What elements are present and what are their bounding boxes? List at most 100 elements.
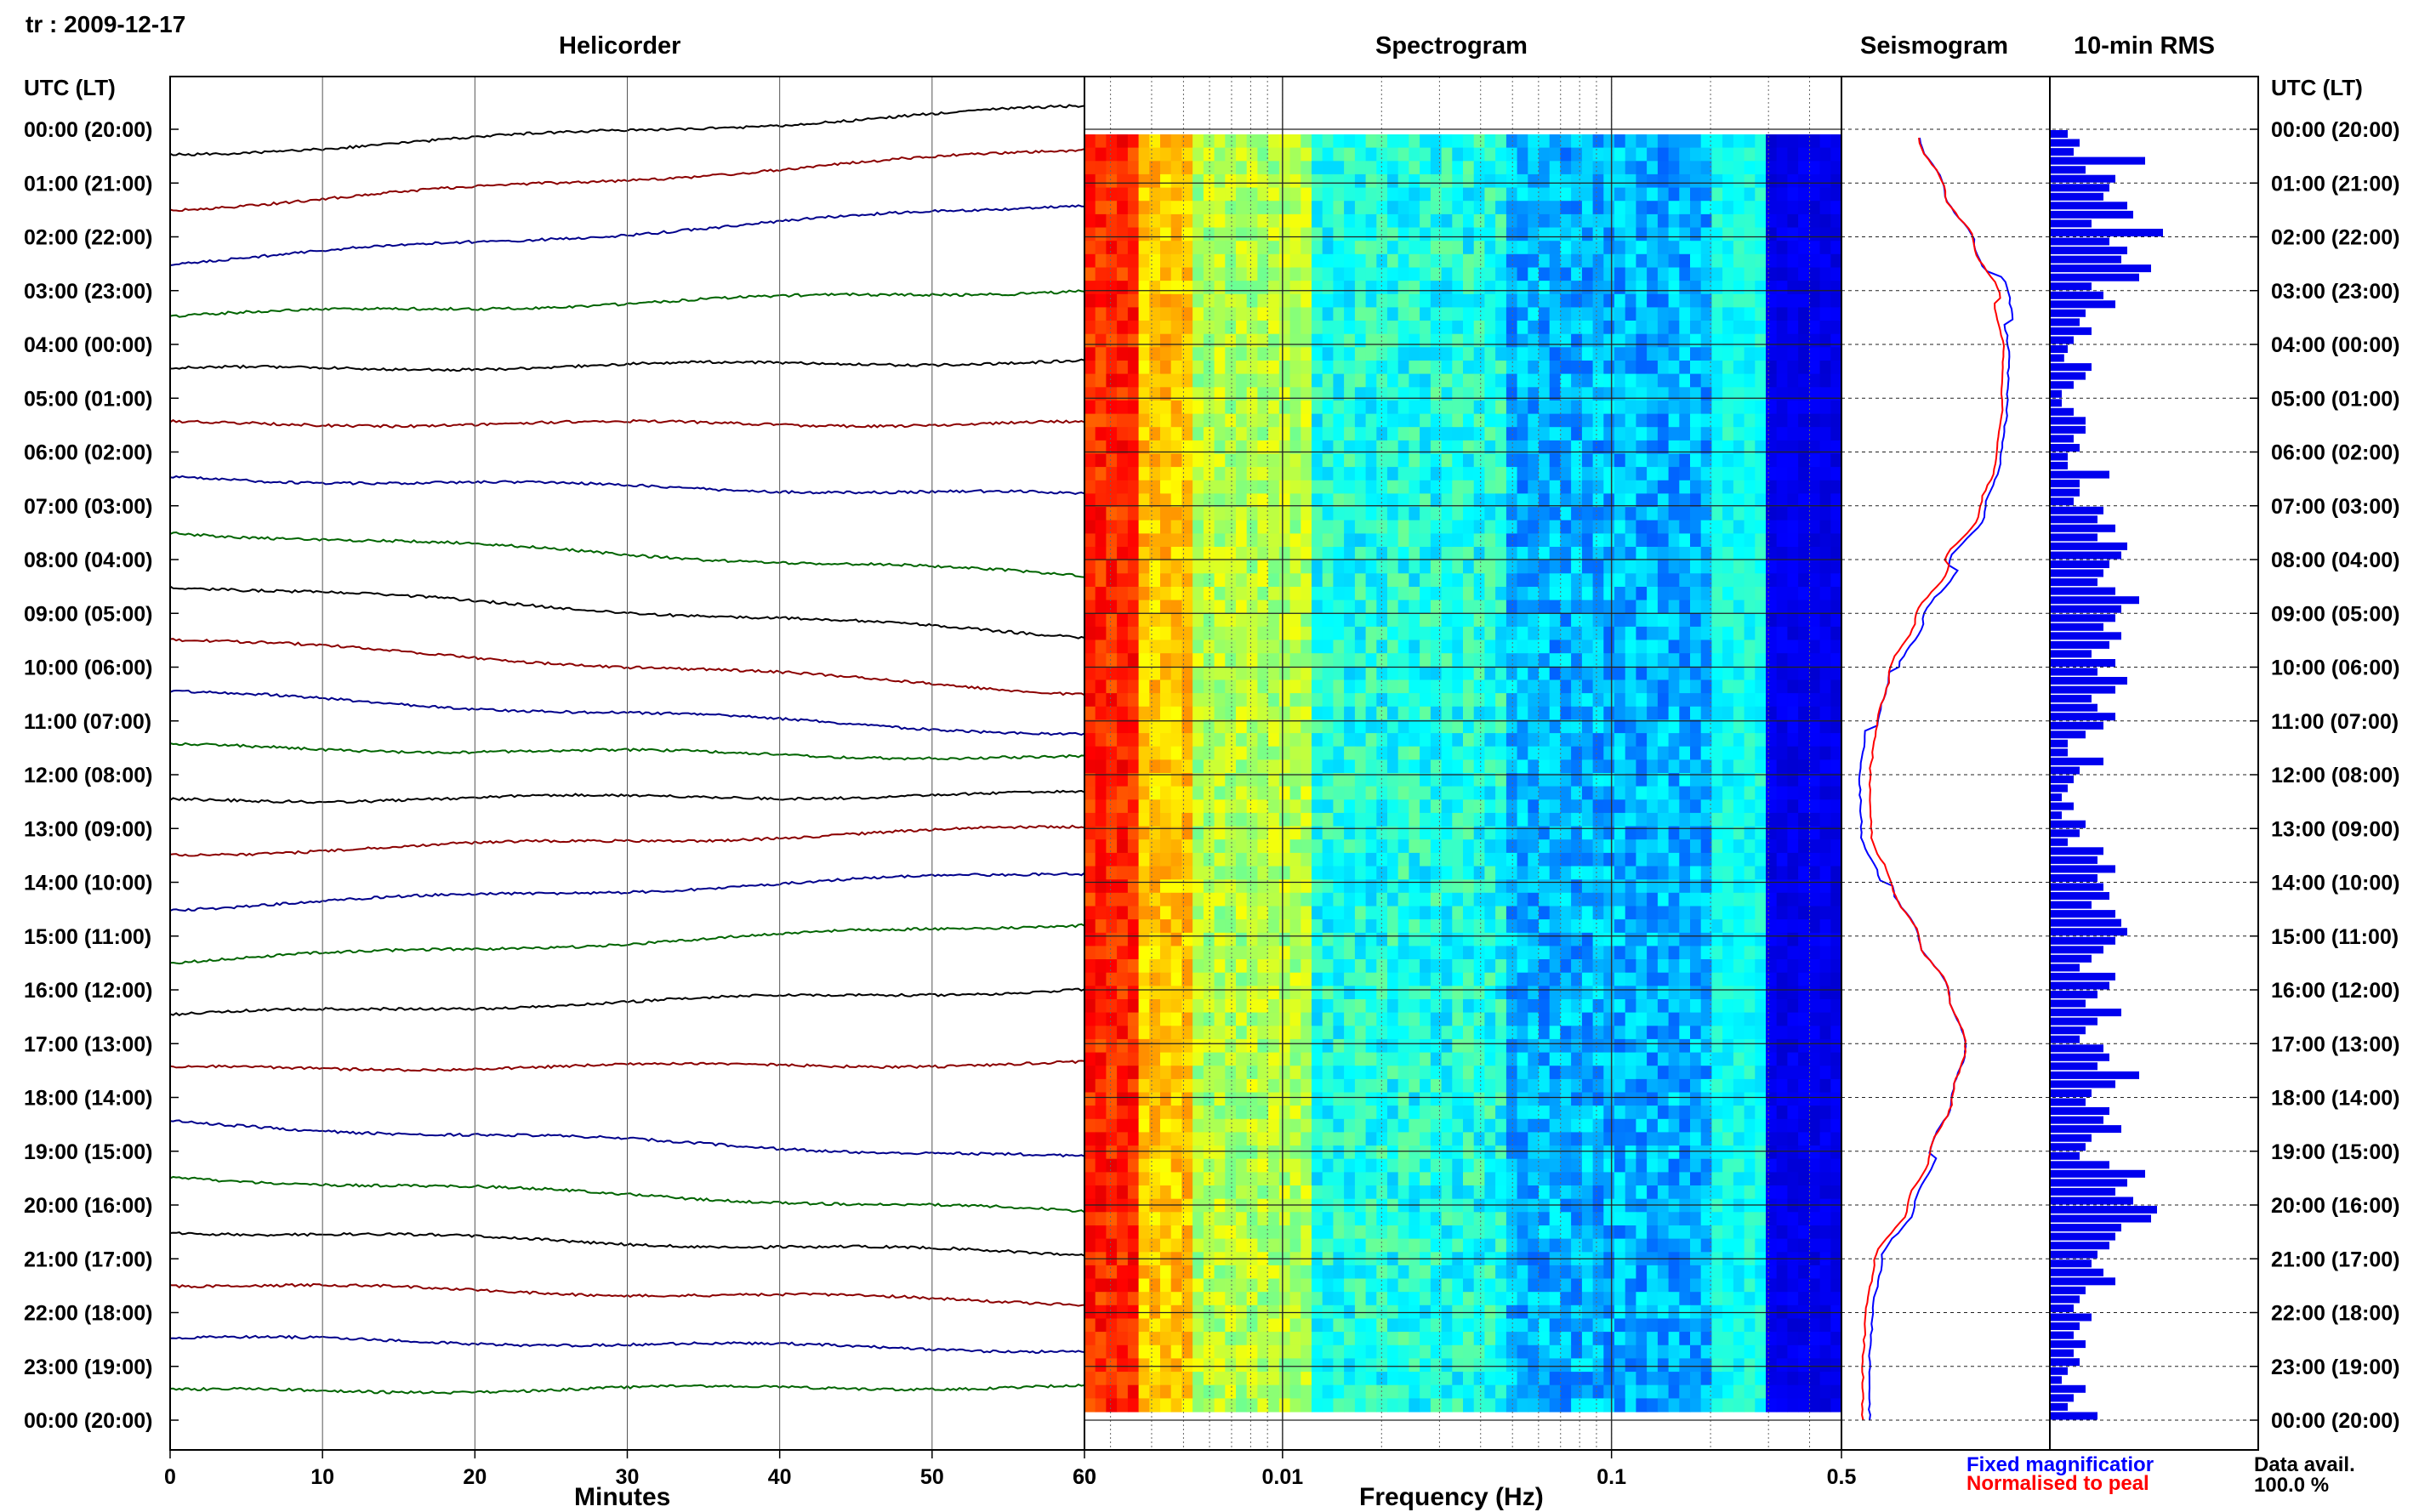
spectrogram-cell xyxy=(1505,746,1518,760)
spectrogram-cell xyxy=(1354,799,1367,814)
spectrogram-cell xyxy=(1257,1012,1269,1026)
spectrogram-cell xyxy=(1106,693,1118,708)
spectrogram-cell xyxy=(1819,453,1831,468)
spectrogram-cell xyxy=(1192,533,1204,548)
spectrogram-cell xyxy=(1333,493,1345,508)
spectrogram-cell xyxy=(1430,639,1443,654)
spectrogram-cell xyxy=(1084,693,1096,708)
spectrogram-cell xyxy=(1365,626,1377,641)
spectrogram-cell xyxy=(1301,759,1312,774)
spectrogram-cell xyxy=(1722,134,1734,149)
spectrogram-cell xyxy=(1571,533,1583,548)
spectrogram-cell xyxy=(1495,547,1507,561)
spectrogram-cell xyxy=(1463,906,1475,920)
spectrogram-cell xyxy=(1246,173,1258,189)
spectrogram-cell xyxy=(1095,467,1107,481)
spectrogram-cell xyxy=(1203,480,1215,494)
spectrogram-cell xyxy=(1625,626,1636,641)
spectrogram-cell xyxy=(1095,440,1107,455)
spectrogram-cell xyxy=(1755,706,1767,720)
spectrogram-cell xyxy=(1625,999,1636,1014)
spectrogram-cell xyxy=(1755,1052,1767,1066)
spectrogram-cell xyxy=(1636,293,1648,308)
spectrogram-cell xyxy=(1149,946,1161,960)
spectrogram-cell xyxy=(1690,839,1702,854)
spectrogram-cell xyxy=(1376,173,1388,189)
spectrogram-cell xyxy=(1690,1026,1702,1040)
spectrogram-cell xyxy=(1181,666,1193,680)
spectrogram-cell xyxy=(1160,134,1172,149)
spectrogram-cell xyxy=(1798,653,1810,668)
spectrogram-cell xyxy=(1452,759,1464,774)
spectrogram-cell xyxy=(1711,826,1723,840)
spectrogram-cell xyxy=(1484,959,1496,974)
spectrogram-cell xyxy=(1668,480,1680,494)
spectrogram-cell xyxy=(1581,972,1594,986)
spectrogram-cell xyxy=(1365,213,1377,229)
spectrogram-cell xyxy=(1614,187,1626,202)
spectrogram-cell xyxy=(1592,972,1604,986)
spectrogram-cell xyxy=(1149,892,1161,907)
spectrogram-cell xyxy=(1819,653,1831,668)
spectrogram-cell xyxy=(1711,307,1723,321)
spectrogram-cell xyxy=(1744,387,1756,401)
spectrogram-cell xyxy=(1733,520,1745,534)
spectrogram-cell xyxy=(1657,533,1670,548)
spectrogram-cell xyxy=(1322,493,1334,508)
spectrogram-cell xyxy=(1387,213,1399,229)
spectrogram-cell xyxy=(1463,786,1475,800)
spectrogram-cell xyxy=(1192,134,1204,149)
spectrogram-cell xyxy=(1322,839,1334,854)
spectrogram-cell xyxy=(1117,493,1129,508)
spectrogram-cell xyxy=(1203,773,1215,787)
spectrogram-cell xyxy=(1830,639,1842,654)
spectrogram-cell xyxy=(1614,427,1626,441)
spectrogram-cell xyxy=(1257,161,1269,175)
spectrogram-cell xyxy=(1711,892,1723,907)
spectrogram-row xyxy=(1084,919,1842,934)
spectrogram-cell xyxy=(1354,560,1367,574)
spectrogram-cell xyxy=(1679,493,1691,508)
spectrogram-cell xyxy=(1581,786,1594,800)
spectrogram-cell xyxy=(1657,733,1670,747)
spectrogram-cell xyxy=(1484,453,1496,468)
spectrogram-cell xyxy=(1376,147,1388,162)
spectrogram-cell xyxy=(1614,799,1626,814)
spectrogram-cell xyxy=(1733,480,1745,494)
spectrogram-cell xyxy=(1181,626,1193,641)
spectrogram-cell xyxy=(1441,986,1453,1000)
spectrogram-cell xyxy=(1603,892,1615,907)
spectrogram-cell xyxy=(1181,467,1193,481)
spectrogram-cell xyxy=(1592,986,1604,1000)
spectrogram-cell xyxy=(1409,187,1420,202)
spectrogram-cell xyxy=(1722,812,1734,827)
spectrogram-cell xyxy=(1679,400,1691,415)
spectrogram-cell xyxy=(1365,852,1377,867)
spectrogram-cell xyxy=(1636,639,1648,654)
spectrogram-cell xyxy=(1581,321,1594,335)
spectrogram-cell xyxy=(1484,321,1496,335)
spectrogram-cell xyxy=(1354,307,1367,321)
spectrogram-cell xyxy=(1668,1012,1680,1026)
spectrogram-cell xyxy=(1776,587,1788,601)
spectrogram-cell xyxy=(1322,333,1334,348)
spectrogram-cell xyxy=(1409,134,1420,149)
spectrogram-cell xyxy=(1484,373,1496,388)
spectrogram-cell xyxy=(1365,613,1377,628)
spectrogram-cell xyxy=(1679,959,1691,974)
spectrogram-cell xyxy=(1214,293,1226,308)
spectrogram-cell xyxy=(1711,467,1723,481)
spectrogram-cell xyxy=(1560,693,1572,708)
spectrogram-cell xyxy=(1278,307,1291,321)
spectrogram-cell xyxy=(1236,134,1248,149)
spectrogram-cell xyxy=(1192,719,1204,734)
spectrogram-cell xyxy=(1755,281,1767,295)
spectrogram-row xyxy=(1084,587,1842,601)
spectrogram-cell xyxy=(1581,333,1594,348)
spectrogram-cell xyxy=(1312,373,1323,388)
spectrogram-cell xyxy=(1700,147,1712,162)
spectrogram-cell xyxy=(1473,387,1485,401)
spectrogram-cell xyxy=(1766,227,1778,242)
spectrogram-cell xyxy=(1733,919,1745,934)
spectrogram-row xyxy=(1084,972,1842,986)
